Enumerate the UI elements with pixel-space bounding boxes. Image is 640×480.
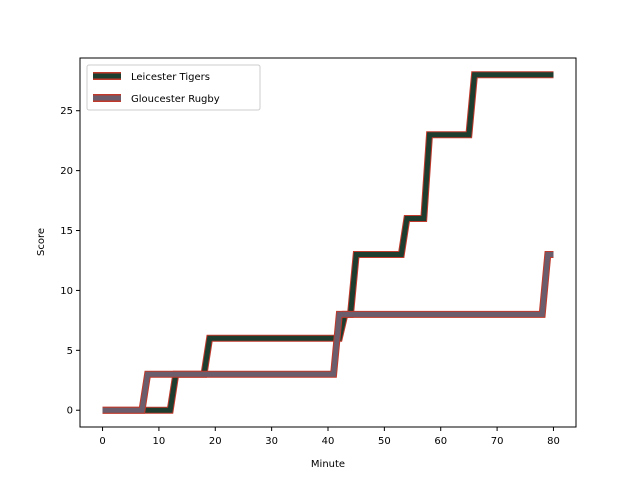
series-line-gloucester-rugby [102, 252, 554, 413]
y-tick-label: 15 [60, 226, 73, 237]
legend: Leicester Tigers Gloucester Rugby [86, 64, 261, 111]
series-layer [102, 71, 554, 414]
legend-label-leicester-tigers: Leicester Tigers [131, 72, 210, 83]
y-tick-label: 20 [60, 166, 73, 177]
x-tick-label: 70 [491, 436, 504, 447]
series-line-leicester-tigers-outline [102, 71, 554, 414]
x-tick-label: 20 [209, 436, 222, 447]
x-tick-label: 10 [153, 436, 166, 447]
series-line-gloucester-rugby-outline [102, 251, 554, 414]
legend-box [86, 64, 261, 111]
series-line-leicester-tigers [102, 72, 554, 413]
x-tick-label: 60 [434, 436, 447, 447]
y-tick-label: 10 [60, 286, 73, 297]
x-axis-ticks: 0 10 20 30 40 50 60 70 80 [99, 427, 560, 447]
y-tick-label: 25 [60, 106, 73, 117]
y-axis-ticks: 0 5 10 15 20 25 [60, 106, 80, 417]
y-tick-label: 5 [67, 346, 73, 357]
y-tick-label: 0 [67, 406, 73, 417]
x-tick-label: 0 [99, 436, 105, 447]
legend-label-gloucester-rugby: Gloucester Rugby [131, 94, 220, 105]
x-tick-label: 40 [322, 436, 335, 447]
x-axis-label: Minute [311, 459, 345, 470]
y-axis-label: Score [36, 228, 47, 256]
x-tick-label: 50 [378, 436, 391, 447]
x-tick-label: 80 [547, 436, 560, 447]
x-tick-label: 30 [265, 436, 278, 447]
